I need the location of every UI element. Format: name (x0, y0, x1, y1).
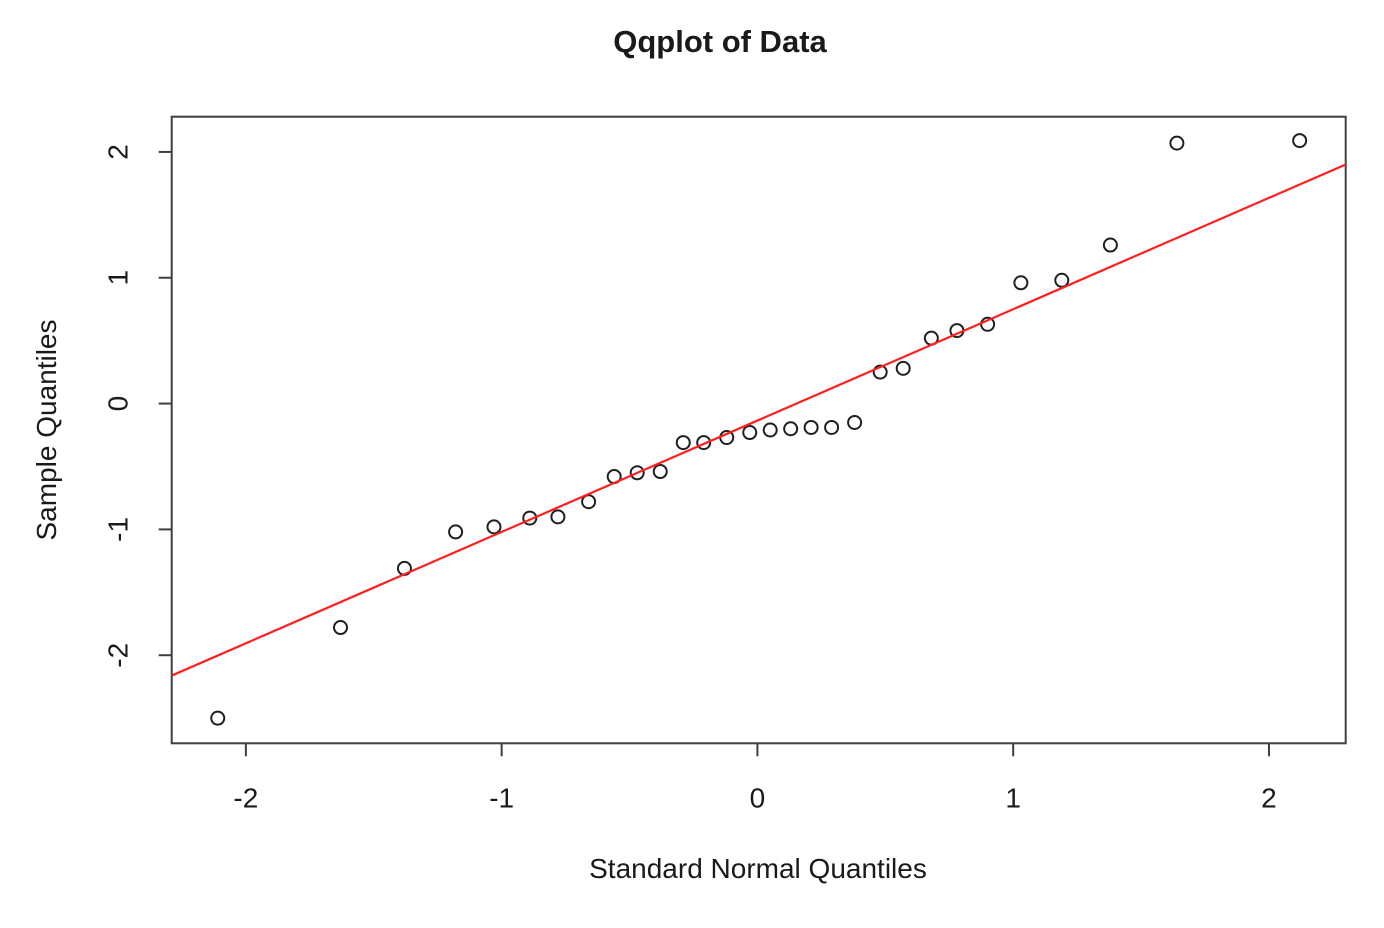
chart-title: Qqplot of Data (613, 24, 827, 59)
data-point (872, 364, 888, 380)
data-point (742, 425, 758, 441)
data-point (696, 435, 712, 451)
data-point (783, 421, 799, 437)
plot-border (170, 115, 1347, 745)
data-point (486, 519, 502, 535)
data-point (847, 414, 863, 430)
y-tick-label: -1 (103, 517, 134, 542)
y-tick-label: -2 (103, 643, 134, 668)
data-point (522, 510, 538, 526)
x-axis-label: Standard Normal Quantiles (589, 853, 927, 884)
data-point (652, 464, 668, 480)
data-point (629, 465, 645, 481)
data-point (1013, 275, 1029, 291)
y-tick-label: 0 (103, 396, 134, 412)
y-tick-label: 1 (103, 270, 134, 286)
x-tick-label: 0 (750, 782, 766, 813)
y-axis-label: Sample Quantiles (31, 319, 62, 540)
data-point (550, 509, 566, 525)
data-point (1292, 133, 1308, 149)
data-point (895, 360, 911, 376)
reference-line (171, 163, 1347, 677)
x-tick-label: -1 (489, 782, 514, 813)
x-tick-label: 2 (1261, 782, 1277, 813)
data-point (675, 435, 691, 451)
plot-area: -2 -1 0 1 2 -2 -1 0 1 2 (103, 115, 1347, 813)
x-tick-label: -2 (233, 782, 258, 813)
data-point (1054, 272, 1070, 288)
data-point (803, 419, 819, 435)
data-point (210, 710, 226, 726)
data-point (762, 422, 778, 438)
data-point (824, 419, 840, 435)
y-tick-label: 2 (103, 144, 134, 160)
data-point (333, 620, 349, 636)
data-point (448, 524, 464, 540)
x-tick-label: 1 (1005, 782, 1021, 813)
data-point (1102, 237, 1118, 253)
data-point (1169, 135, 1185, 151)
